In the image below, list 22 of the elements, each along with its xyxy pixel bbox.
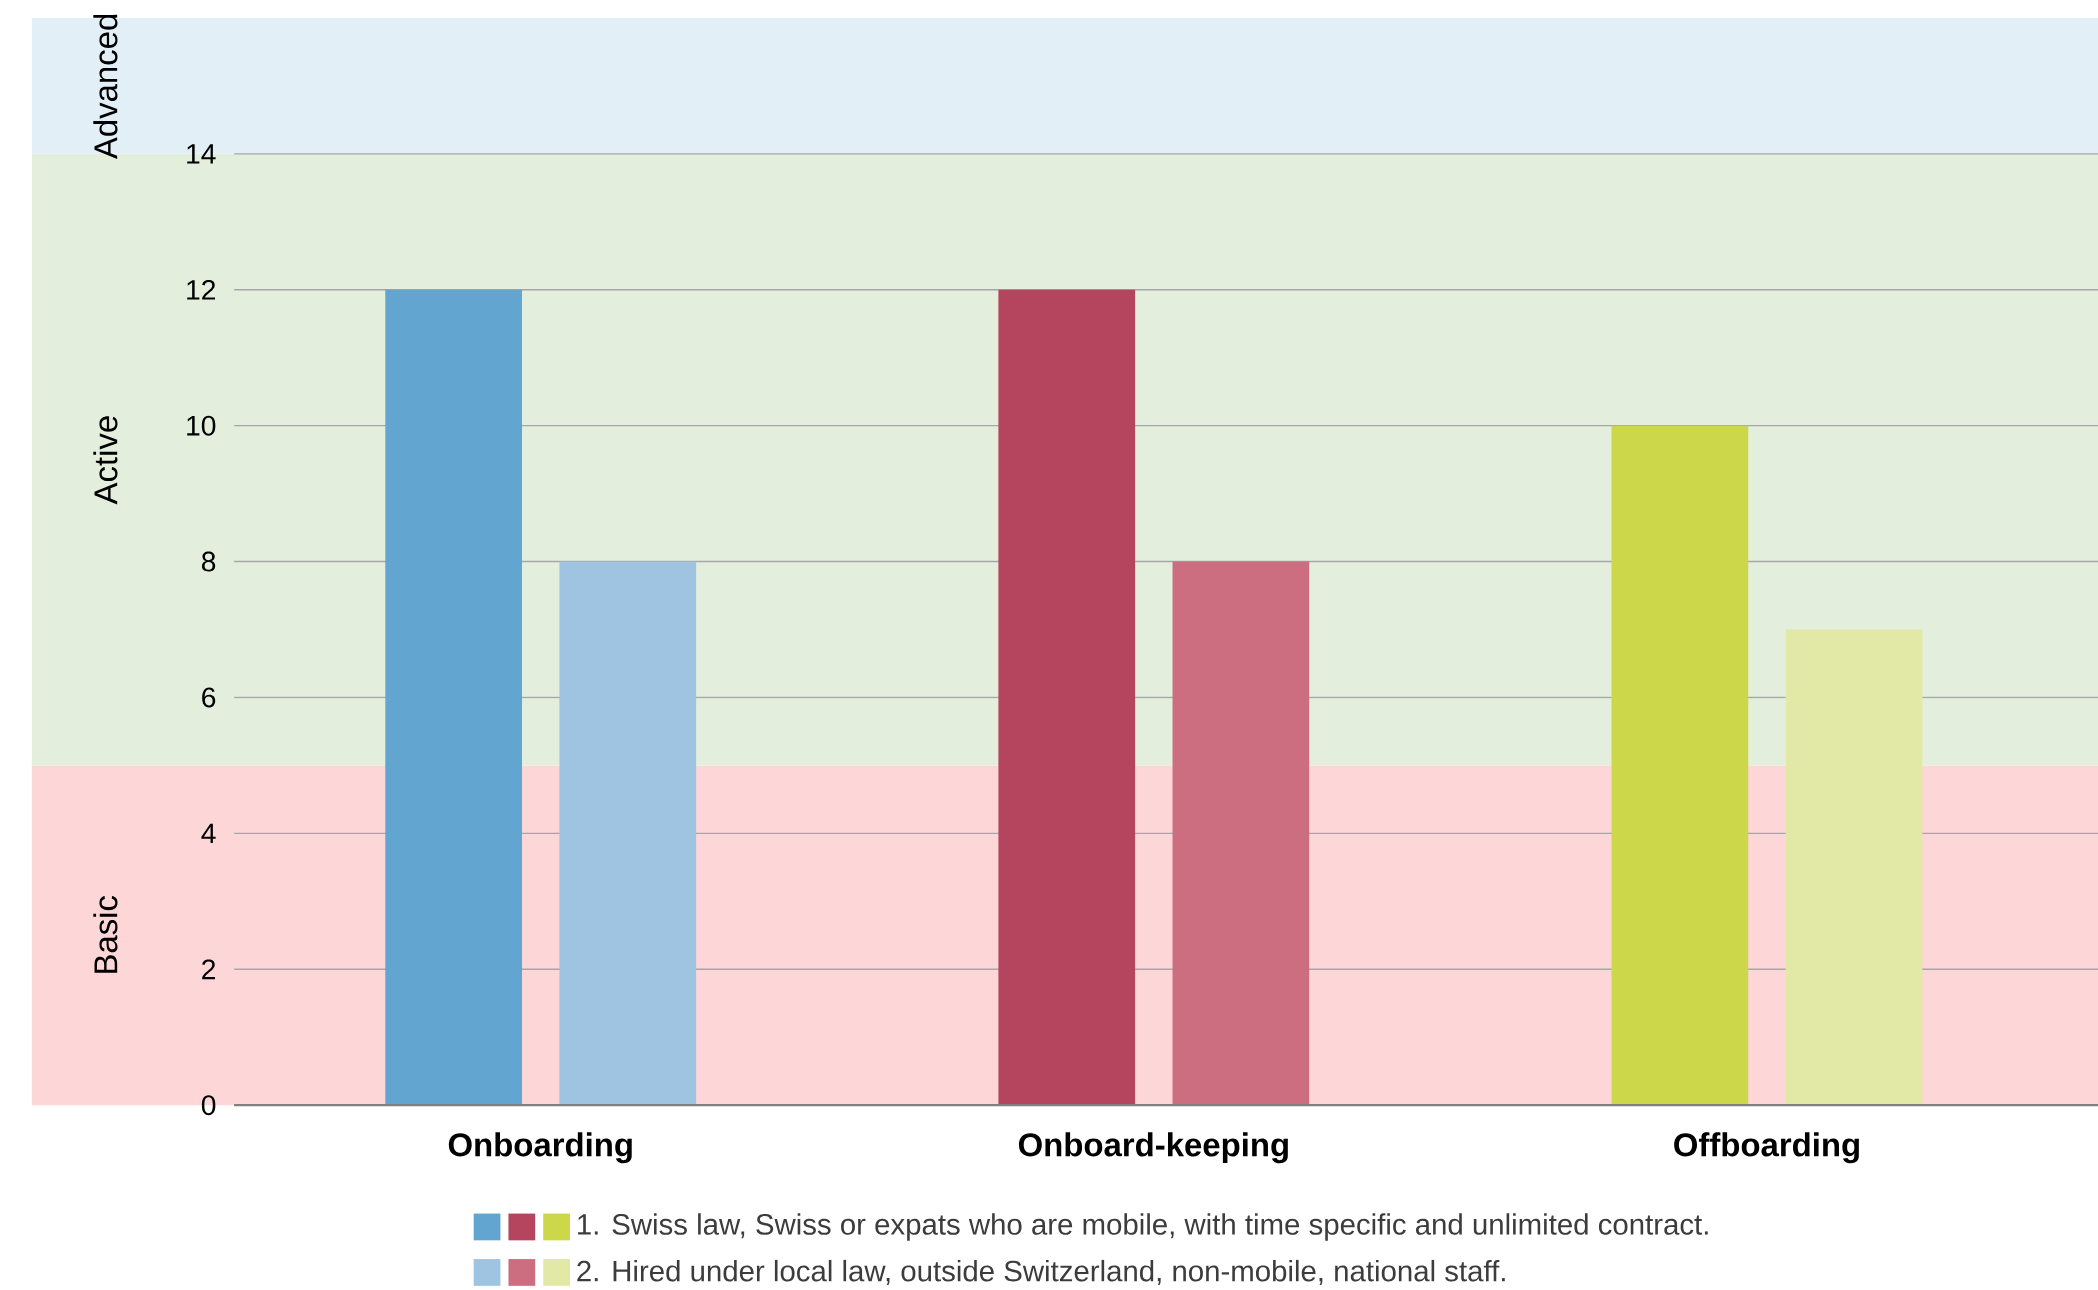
band-label: Active: [93, 416, 118, 505]
bar: [1172, 561, 1310, 1106]
y-tick-label: 2: [202, 959, 216, 980]
x-tick-label: Offboarding: [1674, 1132, 1859, 1164]
bar: [1611, 425, 1749, 1106]
y-tick-label: 14: [187, 144, 216, 164]
legend-label: 1. Swiss law, Swiss or expats who are mobile, with time specific and unlimited contract.: [578, 1213, 1708, 1241]
legend-label: 2. Hired under local law, outside Switzerland, non-mobile, national staff.: [577, 1259, 1505, 1286]
y-tick-label: 4: [201, 823, 216, 844]
y-tick-label: 12: [187, 280, 216, 300]
bar: [559, 561, 697, 1106]
x-tick-label: Onboarding: [448, 1132, 632, 1164]
y-tick-label: 0: [201, 1095, 216, 1116]
band-label: Advanced: [93, 14, 118, 160]
y-tick-label: 10: [187, 415, 216, 436]
y-tick-label: 6: [202, 687, 216, 708]
bar: [385, 289, 523, 1106]
bar: [1785, 629, 1923, 1106]
band-label: Basic: [93, 896, 118, 973]
bar: [998, 289, 1136, 1106]
y-tick-label: 8: [201, 551, 216, 572]
x-tick-label: Onboard-keeping: [1018, 1132, 1288, 1164]
